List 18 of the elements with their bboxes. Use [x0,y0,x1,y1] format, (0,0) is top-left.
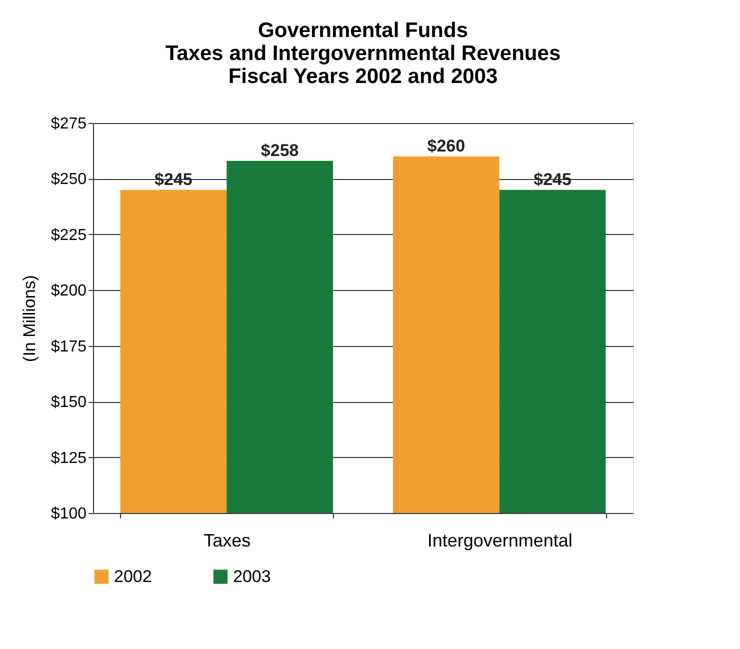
legend-label: 2002 [114,566,152,586]
y-tick-label: $200 [50,282,87,300]
y-tick-label: $225 [50,226,87,244]
text: Fiscal Years 2002 and 2003 [228,65,498,88]
data-label: $258 [260,140,299,160]
text: Taxes and Intergovernmental Revenues [165,42,561,65]
y-tick-label: $275 [50,116,87,132]
y-tick-label: $100 [50,506,87,522]
legend-label: 2003 [233,566,271,586]
y-tick-label: $250 [50,171,87,188]
y-tick-label: $150 [50,394,87,412]
data-label: $260 [427,136,466,156]
y-axis-title: (In Millions) [20,275,39,362]
x-tick-label: Taxes [204,530,251,550]
y-tick-label: $175 [50,338,87,356]
y-tick-label: $125 [50,450,87,467]
x-tick-label: Intergovernmental [427,530,572,550]
text: Governmental Funds [258,19,468,42]
